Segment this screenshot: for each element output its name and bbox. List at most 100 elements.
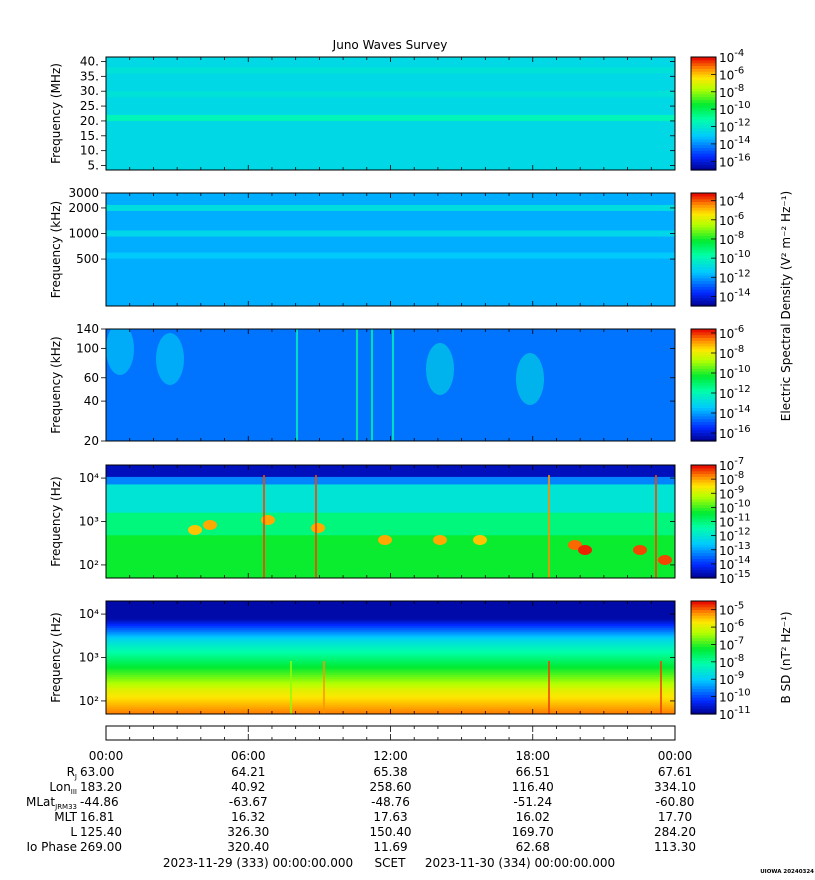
ephemeris-value: 284.20 xyxy=(654,825,696,839)
ephemeris-value: -48.76 xyxy=(371,795,410,809)
colorbar-tick-label: 10-6 xyxy=(719,324,744,341)
colorbar-tick-label: 10-12 xyxy=(719,118,751,135)
spectrogram-panel-1: 40.35.30.25.20.15.10.5. Frequency (MHz) 10… xyxy=(49,48,751,173)
colorbar-4: 10-710-810-910-1010-1110-1210-1310-1410-… xyxy=(690,456,751,586)
ytick-label: 10² xyxy=(79,694,99,708)
footer-start: 2023-11-29 (333) 00:00:00.000 xyxy=(163,856,353,870)
ephemeris-value: 169.70 xyxy=(512,825,554,839)
ytick-label: 1000 xyxy=(68,227,99,241)
ephemeris-value: 40.92 xyxy=(231,780,265,794)
ephemeris-value: 17.63 xyxy=(373,810,407,824)
ytick-label: 30. xyxy=(80,84,99,98)
ephemeris-value: 16.81 xyxy=(80,810,114,824)
ephemeris-value: 150.40 xyxy=(370,825,412,839)
time-tick-label: 00:00 xyxy=(89,749,124,763)
colorbar-tick-label: 10-8 xyxy=(719,230,744,247)
ytick-label: 35. xyxy=(80,69,99,83)
colorbar-tick-label: 10-16 xyxy=(719,424,751,441)
ephemeris-value: 125.40 xyxy=(80,825,122,839)
ytick-label: 10³ xyxy=(79,651,99,665)
ephemeris-value: 16.02 xyxy=(516,810,550,824)
ytick-label: 10⁴ xyxy=(79,607,99,621)
ephemeris-row-label: MLatJRM33 xyxy=(26,795,77,811)
ephemeris-value: 65.38 xyxy=(373,765,407,779)
ytick-label: 25. xyxy=(80,99,99,113)
ytick-label: 500 xyxy=(76,252,99,266)
colorbar-tick-label: 10-8 xyxy=(719,653,744,670)
colorbar-tick-label: 10-10 xyxy=(719,364,751,381)
ytick-label: 3000 xyxy=(68,186,99,200)
colorbar-tick-label: 10-16 xyxy=(719,152,751,169)
y-axis-label: Frequency (kHz) xyxy=(49,336,63,433)
colorbar-tick-label: 10-12 xyxy=(719,268,751,285)
ephemeris-value: -60.80 xyxy=(656,795,695,809)
colorbar-3: 10-6 10-8 10-10 10-12 10-14 10-16 xyxy=(690,324,751,442)
y-axis-label: Frequency (MHz) xyxy=(49,63,63,164)
time-tick-label: 18:00 xyxy=(515,749,550,763)
y-axis-label: Frequency (kHz) xyxy=(49,201,63,298)
colorbar-tick-label: 10-9 xyxy=(719,670,744,687)
ytick-label: 5. xyxy=(88,159,99,173)
ephemeris-row-label: Io Phase xyxy=(26,840,77,854)
ephemeris-value: 63.00 xyxy=(80,765,114,779)
chart-title: Juno Waves Survey xyxy=(332,38,448,52)
ephemeris-value: 66.51 xyxy=(516,765,550,779)
ytick-label: 40. xyxy=(80,54,99,68)
colorbar-tick-label: 10-14 xyxy=(719,135,751,152)
ytick-label: 20. xyxy=(80,114,99,128)
time-tick-label: 12:00 xyxy=(373,749,408,763)
ephemeris-value: -63.67 xyxy=(229,795,268,809)
ytick-label: 10. xyxy=(80,144,99,158)
ephemeris-value: 320.40 xyxy=(227,840,269,854)
colorbar-tick-label: 10-6 xyxy=(719,65,744,82)
y-axis-label: Frequency (Hz) xyxy=(49,476,63,567)
colorbar-tick-label: 10-14 xyxy=(719,287,751,304)
ytick-label: 10³ xyxy=(79,515,99,529)
footer-stamp: UIOWA 20240324 xyxy=(760,869,814,875)
ephemeris-value: -51.24 xyxy=(513,795,552,809)
colorbar-tick-label: 10-11 xyxy=(719,705,751,722)
ephemeris-value: 62.68 xyxy=(516,840,550,854)
ytick-label: 40 xyxy=(84,394,99,408)
ephemeris-row-label: LonIII xyxy=(49,780,77,796)
ephemeris-value: 64.21 xyxy=(231,765,265,779)
colorbar-tick-label: 10-10 xyxy=(719,100,751,117)
colorbar-tick-label: 10-6 xyxy=(719,618,744,635)
ytick-label: 15. xyxy=(80,129,99,143)
ephemeris-value: 326.30 xyxy=(227,825,269,839)
colorbar-tick-label: 10-6 xyxy=(719,211,744,228)
ytick-label: 2000 xyxy=(68,201,99,215)
ytick-label: 20 xyxy=(84,434,99,448)
ytick-label: 10² xyxy=(79,558,99,572)
colorbar-tick-label: 10-14 xyxy=(719,404,751,421)
footer-end: 2023-11-30 (334) 00:00:00.000 xyxy=(425,856,615,870)
ephemeris-value: 334.10 xyxy=(654,780,696,794)
colorbar-2: 10-4 10-6 10-8 10-10 10-12 10-14 xyxy=(690,192,751,307)
ephemeris-value: 16.32 xyxy=(231,810,265,824)
colorbar-tick-label: 10-7 xyxy=(719,635,744,652)
colorbar-tick-label: 10-10 xyxy=(719,688,751,705)
spectrogram-panel-4: 10⁴ 10³ 10² Frequency (Hz) 10-710-810-910-10… xyxy=(49,456,751,586)
ephemeris-row-label: MLT xyxy=(54,810,77,824)
ephemeris-value: 113.30 xyxy=(654,840,696,854)
colorbar-tick-label: 10-15 xyxy=(719,569,751,586)
colorbar-tick-label: 10-8 xyxy=(719,83,744,100)
ytick-label: 60 xyxy=(84,371,99,385)
y-axis-label: Frequency (Hz) xyxy=(49,612,63,703)
colorbar-tick-label: 10-5 xyxy=(719,601,744,618)
colorbar-tick-label: 10-12 xyxy=(719,384,751,401)
colorbar-tick-label: 10-10 xyxy=(719,249,751,266)
ephemeris-value: 116.40 xyxy=(512,780,554,794)
footer-center: SCET xyxy=(375,856,407,870)
ytick-label: 100 xyxy=(76,341,99,355)
ephemeris-value: 11.69 xyxy=(373,840,407,854)
time-tick-label: 00:00 xyxy=(658,749,693,763)
colorbar-tick-label: 10-8 xyxy=(719,344,744,361)
ephemeris-row-label: RJ xyxy=(67,765,77,781)
colorbar-label: B SD (nT² Hz⁻¹) xyxy=(779,611,793,703)
